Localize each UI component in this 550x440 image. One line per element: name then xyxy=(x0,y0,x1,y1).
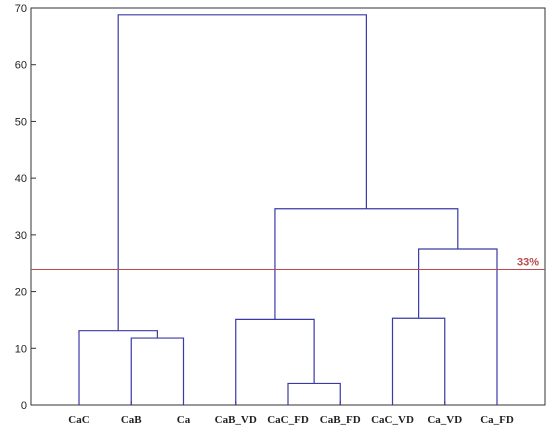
y-axis: 0 10 20 30 40 50 60 70 xyxy=(15,3,36,412)
y-tick-label: 20 xyxy=(15,287,27,299)
leaf-label: CaB_VD xyxy=(215,414,257,426)
leaf-label: Ca xyxy=(177,414,191,426)
leaf-label: CaC_FD xyxy=(267,414,309,426)
y-tick-label: 60 xyxy=(15,60,27,72)
cutoff-label: 33% xyxy=(517,256,539,268)
dendrogram-link xyxy=(418,248,498,405)
plot-frame xyxy=(30,7,546,406)
dendrogram-link xyxy=(78,330,158,405)
leaf-label: Ca_FD xyxy=(480,414,514,426)
cutoff-layer: 33% xyxy=(31,256,545,270)
y-tick-label: 50 xyxy=(15,116,27,128)
y-tick-label: 0 xyxy=(21,400,27,412)
dendrogram-branches xyxy=(78,14,498,405)
dendrogram-link xyxy=(391,317,446,405)
y-tick-label: 40 xyxy=(15,173,27,185)
dendrogram-link xyxy=(287,382,341,405)
leaf-label: Ca_VD xyxy=(427,414,462,426)
y-tick-label: 10 xyxy=(15,343,27,355)
x-axis-labels: CaC CaB Ca CaB_VD CaC_FD CaB_FD CaC_VD Ca_VD Ca_… xyxy=(68,401,514,426)
y-tick-label: 70 xyxy=(15,3,27,15)
y-tick-label: 30 xyxy=(15,230,27,242)
leaf-label: CaB_FD xyxy=(320,414,361,426)
dendrogram-link xyxy=(130,337,185,405)
leaf-label: CaC xyxy=(68,414,89,426)
dendrogram-link xyxy=(274,208,459,320)
leaf-label: CaC_VD xyxy=(371,414,414,426)
dendrogram-link xyxy=(117,14,367,331)
dendrogram-link xyxy=(235,318,315,405)
leaf-label: CaB xyxy=(121,414,142,426)
